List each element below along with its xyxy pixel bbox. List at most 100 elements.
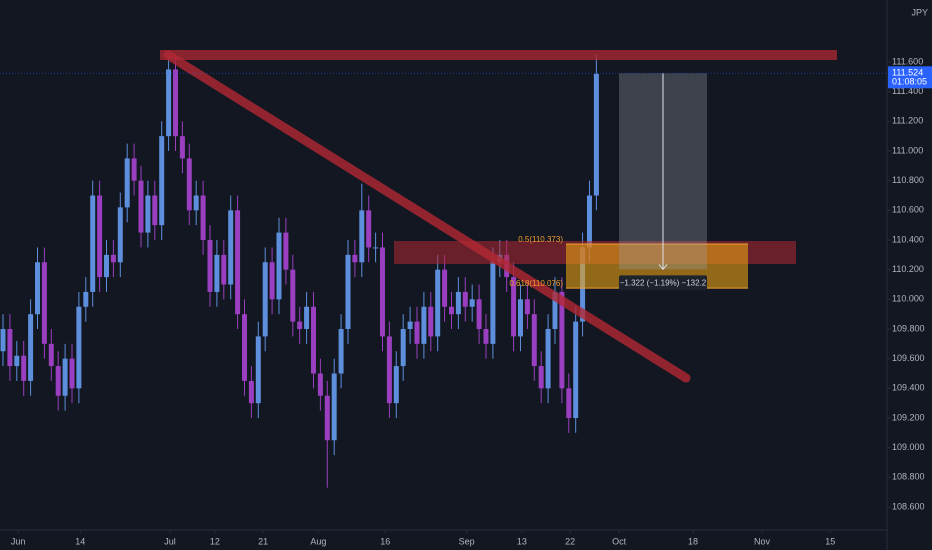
x-tick-label: 12 (210, 536, 220, 546)
candle-body (200, 195, 206, 241)
candle-body (172, 69, 178, 137)
candle-body (55, 366, 61, 396)
candle-body (14, 355, 20, 367)
x-tick-label: Jul (164, 536, 176, 546)
y-tick-label: 108.800 (892, 472, 925, 482)
candle-body (255, 336, 261, 404)
candle-body (593, 73, 599, 196)
candle-body (421, 306, 427, 344)
candle-body (69, 358, 75, 389)
candle-body (345, 254, 351, 330)
candle-body (517, 299, 523, 337)
y-tick-label: 109.200 (892, 412, 925, 422)
x-tick-label: Oct (612, 536, 627, 546)
candle-body (531, 314, 537, 367)
candle-body (62, 358, 68, 396)
candle-body (304, 306, 310, 330)
candle-body (586, 195, 592, 248)
candle-body (331, 373, 337, 441)
candle-body (566, 388, 572, 419)
candle-body (386, 336, 392, 404)
y-tick-label: 110.400 (892, 234, 924, 244)
candle-body (283, 232, 289, 270)
candle-body (310, 306, 316, 374)
fib-label: 0.618(110.076) (509, 279, 563, 288)
countdown-label: 01:08:05 (892, 77, 927, 87)
candle-body (407, 321, 413, 330)
x-tick-label: 14 (75, 536, 85, 546)
resistance-zone (160, 50, 837, 60)
candle-body (559, 291, 565, 389)
candle-body (538, 366, 544, 389)
candle-body (110, 254, 116, 263)
y-tick-label: 109.000 (892, 442, 925, 452)
candle-body (462, 291, 468, 307)
candle-body (235, 210, 241, 315)
candle-body (97, 195, 103, 278)
candle-body (186, 158, 192, 211)
candle-body (83, 291, 89, 307)
candle-body (428, 306, 434, 337)
candle-body (248, 380, 254, 404)
y-tick-label: 109.800 (892, 323, 925, 333)
candle-body (511, 277, 517, 337)
candle-body (393, 366, 399, 404)
candle-body (138, 180, 144, 233)
candle-body (90, 195, 96, 292)
candle-body (7, 329, 13, 367)
x-tick-label: Nov (754, 536, 771, 546)
y-tick-label: 111.600 (892, 56, 923, 66)
last-price-label: 111.524 (892, 68, 923, 78)
candle-body (124, 158, 130, 208)
y-tick-label: 110.800 (892, 175, 924, 185)
candle-body (276, 232, 282, 300)
y-tick-label: 111.000 (892, 145, 923, 155)
candle-body (476, 299, 482, 330)
x-tick-label: 21 (258, 536, 268, 546)
candle-body (352, 254, 358, 263)
candle-body (442, 269, 448, 307)
y-tick-label: 110.000 (892, 294, 924, 304)
candle-body (317, 373, 323, 396)
measure-label-box (619, 275, 707, 291)
fib-label: 0.5(110.373) (518, 235, 563, 244)
y-tick-label: 108.600 (892, 501, 925, 511)
candle-body (241, 314, 247, 381)
measure-label: −1.322 (−1.19%) −132.2 (620, 278, 707, 287)
candle-body (483, 329, 489, 344)
candle-body (524, 299, 530, 315)
candle-body (359, 210, 365, 263)
candle-body (366, 210, 372, 248)
candle-body (145, 195, 151, 233)
x-tick-label: Aug (310, 536, 326, 546)
y-tick-label: 109.400 (892, 383, 925, 393)
candle-body (573, 321, 579, 419)
y-tick-label: 111.200 (892, 116, 923, 126)
x-tick-label: 15 (825, 536, 835, 546)
candle-body (414, 321, 420, 344)
candle-body (48, 343, 54, 367)
candle-body (35, 262, 41, 315)
trend-line (163, 50, 691, 383)
y-tick-label: 109.600 (892, 353, 925, 363)
measure-arrowhead (658, 264, 668, 271)
candle-body (448, 306, 454, 315)
candle-body (552, 291, 558, 330)
candle-body (207, 240, 213, 292)
y-tick-label: 110.200 (892, 264, 924, 274)
candle-body (131, 158, 137, 181)
candle-body (159, 136, 165, 226)
candle-body (379, 247, 385, 337)
y-tick-label: 110.600 (892, 205, 924, 215)
candle-body (262, 262, 268, 337)
candle-body (297, 321, 303, 330)
x-tick-label: Jun (11, 536, 26, 546)
candle-body (228, 210, 234, 285)
candle-body (0, 329, 6, 352)
candle-body (290, 269, 296, 322)
x-tick-label: 16 (380, 536, 390, 546)
candle-body (469, 299, 475, 307)
candle-body (179, 136, 185, 159)
candle-body (117, 207, 123, 263)
